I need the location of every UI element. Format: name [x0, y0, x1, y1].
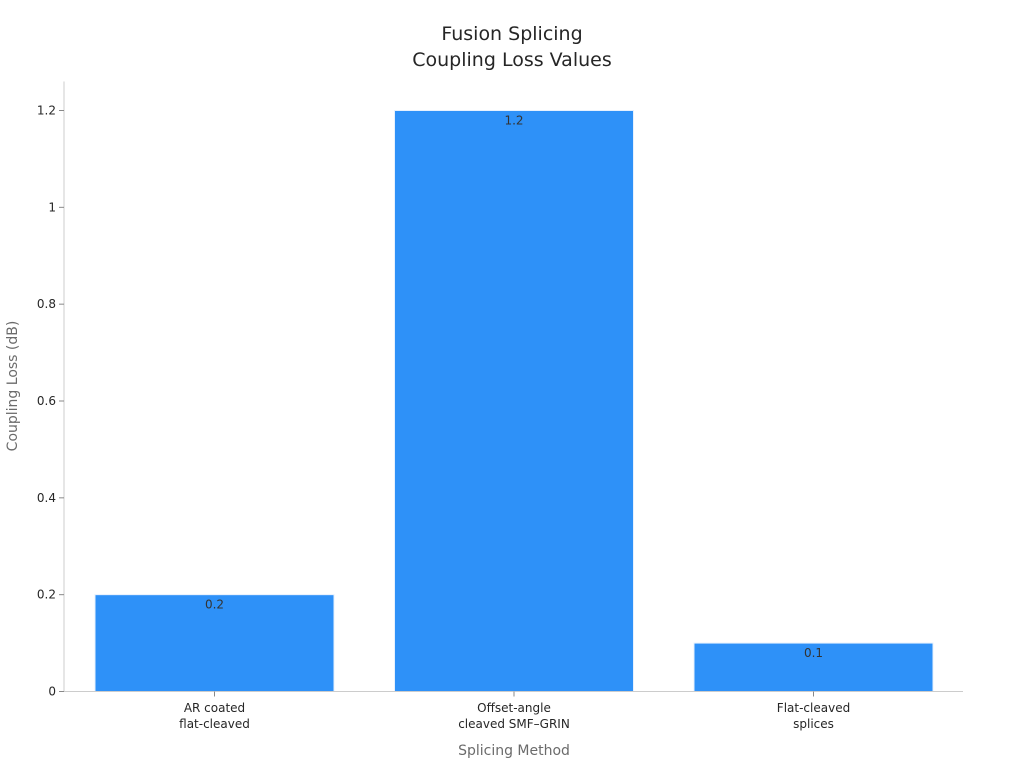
- y-axis: 0 0.2 0.4 0.6 0.8 1 1.2: [37, 81, 65, 699]
- bars: 0.2 1.2 0.1: [94, 110, 934, 693]
- y-tick-label: 1.2: [37, 104, 56, 118]
- x-axis: AR coated flat-cleaved Offset-angle cleaved…: [64, 691, 963, 731]
- chart-title-line-2: Coupling Loss Values: [412, 49, 611, 71]
- bar: [394, 110, 634, 692]
- bar: [693, 642, 934, 692]
- x-tick-label: AR coated: [184, 701, 245, 715]
- y-tick-label: 0.8: [37, 297, 56, 311]
- bar-value-label: 1.2: [504, 114, 523, 128]
- y-tick-label: 0.6: [37, 394, 56, 408]
- x-tick-label: Offset-angle: [477, 701, 551, 715]
- y-tick-label: 1: [48, 200, 56, 214]
- y-tick-label: 0.4: [37, 491, 56, 505]
- bar-value-label: 0.1: [804, 646, 823, 660]
- bar-value-label: 0.2: [205, 598, 224, 612]
- y-axis-title: Coupling Loss (dB): [5, 321, 21, 452]
- bar: [94, 594, 335, 693]
- x-tick-label: cleaved SMF–GRIN: [458, 717, 570, 731]
- x-tick-label: flat-cleaved: [179, 717, 250, 731]
- y-tick-label: 0.2: [37, 588, 56, 602]
- y-tick-label: 0: [48, 685, 56, 699]
- x-tick-label: splices: [793, 717, 834, 731]
- x-axis-title: Splicing Method: [458, 743, 570, 759]
- x-tick-label: Flat-cleaved: [777, 701, 850, 715]
- chart-title-line-1: Fusion Splicing: [441, 23, 582, 45]
